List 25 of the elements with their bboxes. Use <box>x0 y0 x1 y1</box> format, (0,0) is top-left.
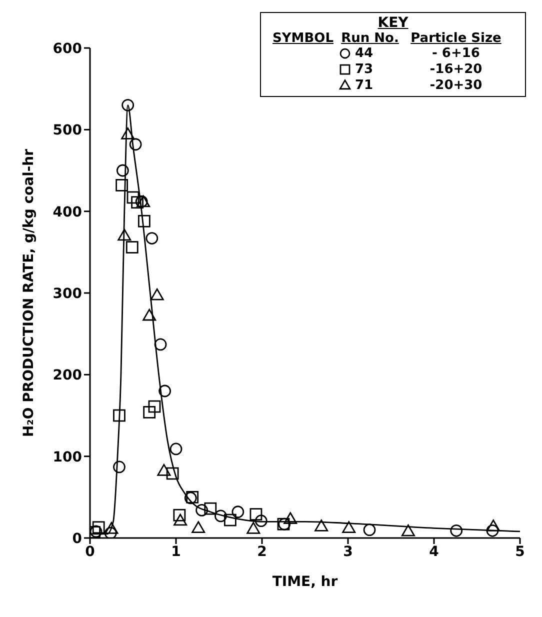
y-tick-label: 0 <box>72 530 82 547</box>
y-tick-label: 300 <box>52 286 82 302</box>
text: SYMBOL <box>272 31 334 46</box>
y-tick-label: 600 <box>52 40 82 57</box>
x-axis-title: TIME, hr <box>272 574 338 590</box>
y-tick-label: 400 <box>52 204 82 220</box>
legend-label: 44 <box>355 46 374 62</box>
y-tick-label: 100 <box>52 449 82 466</box>
legend-label: 73 <box>355 62 374 78</box>
y-axis-title: H₂O PRODUCTION RATE, g/kg coal-hr <box>20 148 37 438</box>
annotation: -20+30 <box>428 78 484 94</box>
x-tick-label: 1 <box>171 544 181 560</box>
legend-title: KEY <box>376 15 410 31</box>
x-tick-label: 2 <box>257 544 267 560</box>
legend-label: 71 <box>355 78 374 94</box>
x-tick-label: 4 <box>429 544 440 560</box>
text: Particle Size <box>410 31 502 46</box>
annotation: - 6+16 <box>431 46 481 62</box>
x-tick-label: 5 <box>515 544 525 560</box>
x-tick-label: 3 <box>343 544 353 560</box>
y-tick-label: 200 <box>52 368 82 384</box>
text: Run No. <box>340 31 400 46</box>
annotation: -16+20 <box>428 62 484 78</box>
y-tick-label: 500 <box>52 122 82 139</box>
x-tick-label: 0 <box>85 544 96 560</box>
